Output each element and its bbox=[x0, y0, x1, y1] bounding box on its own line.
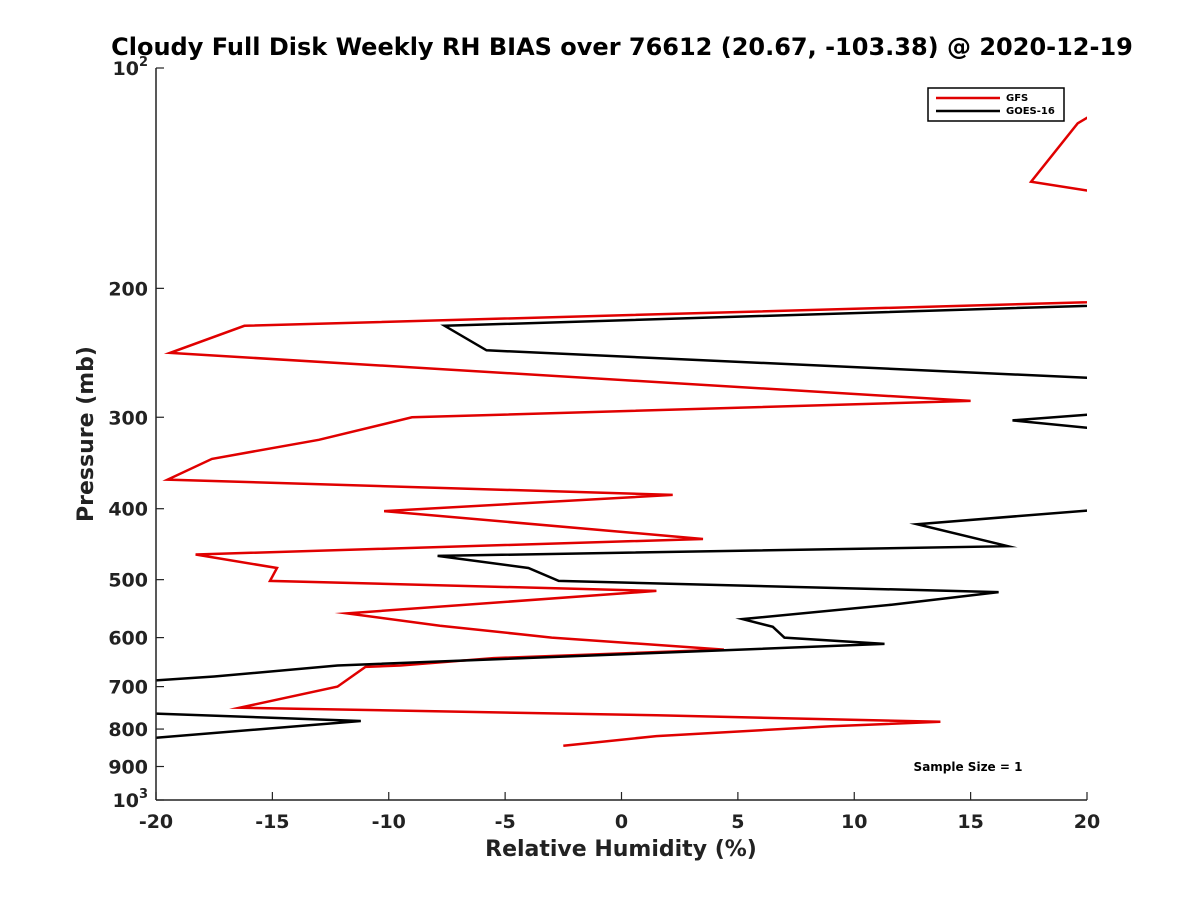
x-tick-label: 15 bbox=[957, 811, 983, 833]
x-tick-label: 10 bbox=[841, 811, 867, 833]
legend-label-gfs: GFS bbox=[1006, 93, 1028, 104]
x-tick-label: -10 bbox=[372, 811, 406, 833]
legend-box bbox=[927, 87, 1065, 122]
series-line-goes16 bbox=[156, 304, 1087, 739]
x-tick-label: -20 bbox=[139, 811, 173, 833]
y-tick-label: 102 bbox=[113, 55, 149, 80]
y-tick-label: 900 bbox=[108, 757, 148, 779]
legend: GFS GOES-16 bbox=[927, 87, 1065, 122]
x-tick-label: 5 bbox=[731, 811, 744, 833]
chart-title: Cloudy Full Disk Weekly RH BIAS over 766… bbox=[111, 33, 1133, 61]
y-ticks: 102 200 300 400 500 600 700 800 900 103 bbox=[108, 55, 164, 812]
series-layer bbox=[156, 116, 1087, 747]
y-tick-label: 400 bbox=[108, 499, 148, 521]
y-tick-label: 600 bbox=[108, 628, 148, 650]
x-ticks: -20 -15 -10 -5 0 5 10 15 20 bbox=[139, 792, 1100, 833]
y-tick-label: 800 bbox=[108, 719, 148, 741]
x-axis-label: Relative Humidity (%) bbox=[485, 837, 757, 862]
x-tick-label: -15 bbox=[255, 811, 289, 833]
x-tick-label: -5 bbox=[495, 811, 516, 833]
x-tick-label: 20 bbox=[1074, 811, 1100, 833]
y-tick-label: 300 bbox=[108, 407, 148, 429]
sample-size-annotation: Sample Size = 1 bbox=[914, 760, 1023, 774]
series-line-gfs bbox=[162, 116, 1087, 747]
y-tick-label: 200 bbox=[108, 278, 148, 300]
y-tick-label: 500 bbox=[108, 570, 148, 592]
y-axis-label: Pressure (mb) bbox=[74, 346, 99, 522]
y-tick-label: 103 bbox=[113, 787, 149, 812]
y-tick-label: 700 bbox=[108, 677, 148, 699]
x-tick-label: 0 bbox=[615, 811, 628, 833]
legend-label-goes16: GOES-16 bbox=[1006, 106, 1055, 117]
